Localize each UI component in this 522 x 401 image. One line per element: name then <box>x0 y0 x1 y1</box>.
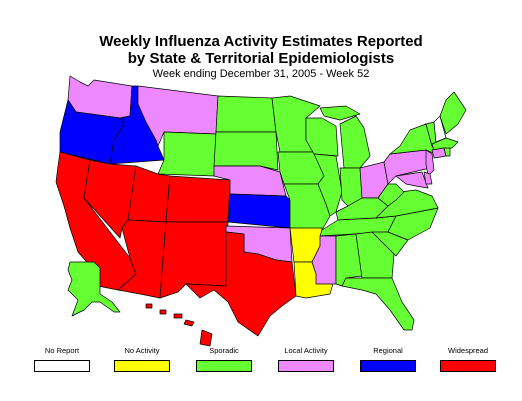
legend-item-regional: Regional <box>358 346 418 372</box>
legend-swatch <box>196 360 252 372</box>
state-KS <box>227 193 291 229</box>
state-ME <box>439 91 467 135</box>
map-title-line2: by State & Territorial Epidemiologists <box>127 50 395 67</box>
legend-label: No Activity <box>124 346 160 355</box>
legend-swatch <box>34 360 90 372</box>
state-SD <box>213 131 279 171</box>
state-CO <box>165 175 231 223</box>
state-AK <box>67 261 121 317</box>
state-DE <box>423 171 433 185</box>
state-WY <box>157 131 217 177</box>
state-TX <box>185 231 297 337</box>
legend-label: No Report <box>44 346 80 355</box>
map-title-line1: Weekly Influenza Activity Estimates Repo… <box>99 33 423 50</box>
state-MA <box>431 137 459 151</box>
state-WI <box>305 117 339 157</box>
state-CT <box>431 147 447 159</box>
state-WA <box>67 75 133 119</box>
legend-item-widespread: Widespread <box>438 346 498 372</box>
legend-item-sporadic: Sporadic <box>194 346 254 372</box>
legend-label: Widespread <box>447 346 489 355</box>
legend-label: Local Activity <box>284 346 328 355</box>
legend-swatch <box>114 360 170 372</box>
state-NC <box>387 207 439 241</box>
state-MI <box>339 115 371 169</box>
state-HI-molokai <box>173 313 183 319</box>
legend-swatch <box>278 360 334 372</box>
legend-swatch <box>360 360 416 372</box>
state-HI-oahu <box>159 309 167 315</box>
state-ND <box>215 95 277 133</box>
state-MI-UP <box>319 105 361 121</box>
state-GA <box>355 231 395 279</box>
state-RI <box>443 147 451 157</box>
legend-item-local: Local Activity <box>276 346 336 372</box>
legend-swatch <box>440 360 496 372</box>
map-subtitle: Week ending December 31, 2005 - Week 52 <box>152 68 370 80</box>
state-HI-big <box>199 329 213 347</box>
legend-label: Regional <box>373 346 403 355</box>
legend-label: Sporadic <box>209 346 239 355</box>
legend-item-no-report: No Report <box>32 346 92 372</box>
state-IL <box>313 153 343 217</box>
state-NJ <box>425 149 435 177</box>
state-MD <box>395 171 429 189</box>
state-FL <box>341 277 415 331</box>
legend-item-no-activity: No Activity <box>112 346 172 372</box>
state-SC <box>371 231 409 257</box>
state-HI-kauai <box>145 303 153 309</box>
state-HI-maui <box>183 319 195 327</box>
